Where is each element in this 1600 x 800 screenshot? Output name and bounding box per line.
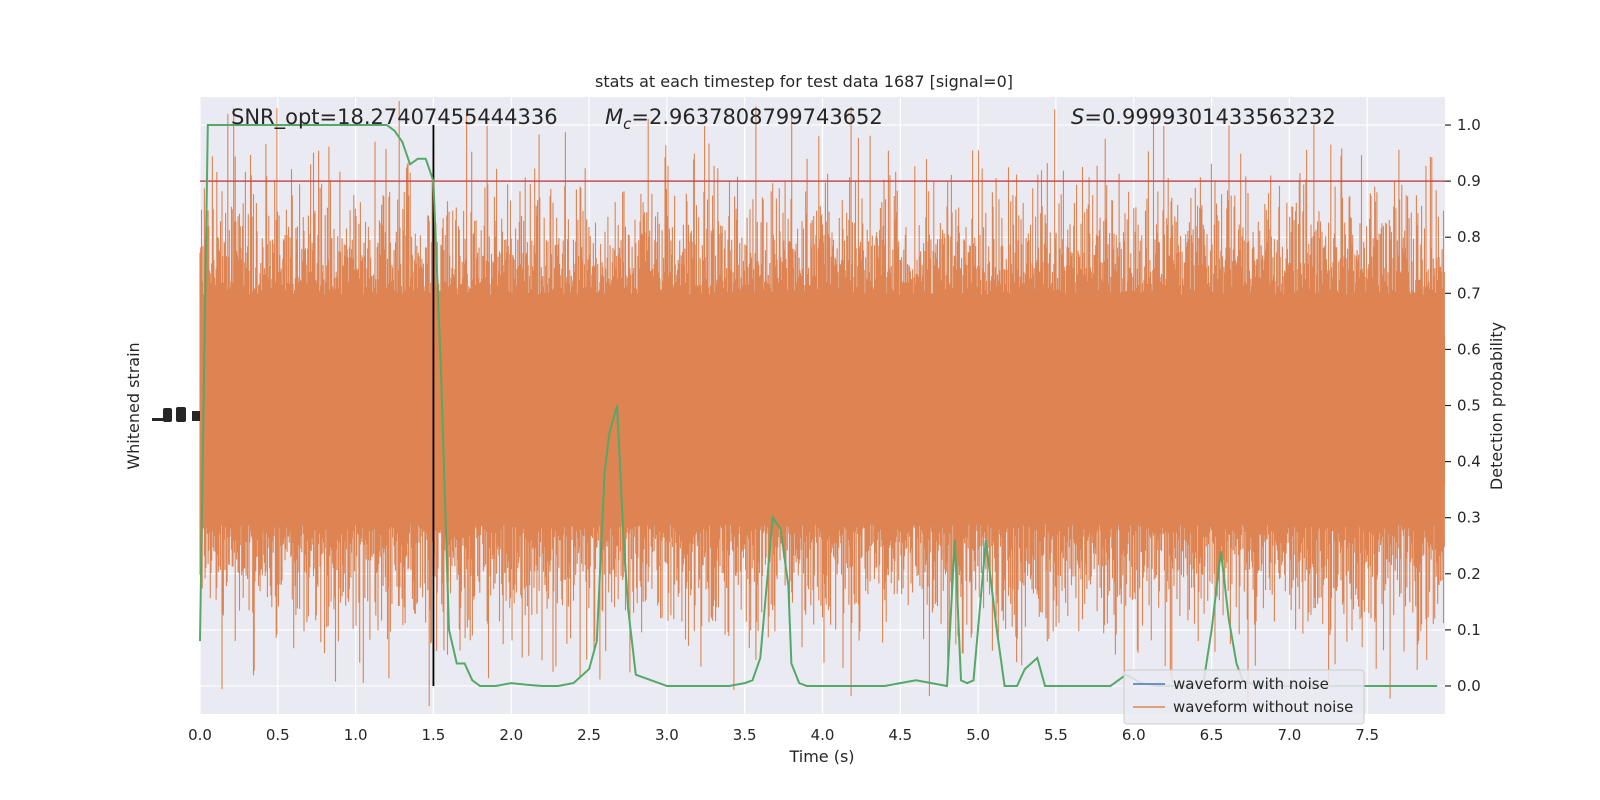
x-tick-label: 5.5 [1044, 726, 1068, 744]
chart-marks [199, 124, 1445, 688]
y-right-tick-label: 0.0 [1457, 677, 1481, 695]
y-right-tick-label: 1.0 [1457, 116, 1481, 134]
y-right-tick-label: 0.8 [1457, 228, 1481, 246]
x-tick-label: 6.5 [1200, 726, 1224, 744]
y-right-tick-label: 0.7 [1457, 284, 1481, 302]
chirp-mass-subscript: c [623, 115, 632, 133]
x-tick-label: 5.0 [966, 726, 990, 744]
x-axis-label: Time (s) [788, 747, 854, 766]
x-tick-label: 4.5 [888, 726, 912, 744]
y-right-axis-ticks: 0.0 0.1 0.2 0.3 0.4 0.5 0.6 0.7 0.8 0.9 1.0 [1445, 116, 1481, 695]
score-symbol: S [1071, 105, 1084, 129]
chirp-mass-annotation: Mc=2.9637808799743652 [605, 105, 883, 133]
chirp-mass-symbol: M [605, 105, 623, 129]
x-tick-label: 0.5 [266, 726, 290, 744]
y-right-tick-label: 0.5 [1457, 397, 1481, 415]
x-tick-label: 7.0 [1277, 726, 1301, 744]
x-tick-label: 3.5 [733, 726, 757, 744]
y-left-tick-clutter [152, 407, 200, 422]
x-tick-label: 2.5 [577, 726, 601, 744]
y-right-tick-label: 0.6 [1457, 340, 1481, 358]
x-tick-label: 7.5 [1355, 726, 1379, 744]
score-annotation: S=0.9999301433563232 [1071, 105, 1336, 129]
x-axis-ticks: 0.0 0.5 1.0 1.5 2.0 2.5 3.0 3.5 4.0 4.5 5.0 5.5 6.0 6… [188, 726, 1379, 744]
chart-title: stats at each timestep for test data 168… [595, 72, 1013, 91]
x-tick-label: 1.0 [344, 726, 368, 744]
legend-label-with-noise: waveform with noise [1173, 675, 1329, 693]
y-right-tick-label: 0.9 [1457, 172, 1481, 190]
legend: waveform with noise waveform without noi… [1123, 669, 1365, 725]
y-right-tick-label: 0.4 [1457, 453, 1481, 471]
detection-probability-line [199, 124, 1438, 688]
x-tick-label: 3.0 [655, 726, 679, 744]
x-tick-label: 6.0 [1122, 726, 1146, 744]
x-tick-label: 4.0 [811, 726, 835, 744]
legend-label-without-noise: waveform without noise [1173, 698, 1353, 716]
legend-box [1123, 669, 1365, 725]
y-left-axis-label: Whitened strain [124, 342, 143, 469]
y-right-tick-label: 0.1 [1457, 621, 1481, 639]
score-value: =0.9999301433563232 [1084, 105, 1335, 129]
snr-annotation: SNR_opt=18.27407455444336 [231, 105, 558, 130]
y-right-tick-label: 0.3 [1457, 509, 1481, 527]
chirp-mass-value: =2.9637808799743652 [631, 105, 882, 129]
y-right-tick-label: 0.2 [1457, 565, 1481, 583]
x-tick-label: 0.0 [188, 726, 212, 744]
x-tick-label: 1.5 [422, 726, 446, 744]
noise-trace [199, 101, 1445, 706]
x-tick-label: 2.0 [499, 726, 523, 744]
y-right-axis-label: Detection probability [1487, 322, 1506, 490]
